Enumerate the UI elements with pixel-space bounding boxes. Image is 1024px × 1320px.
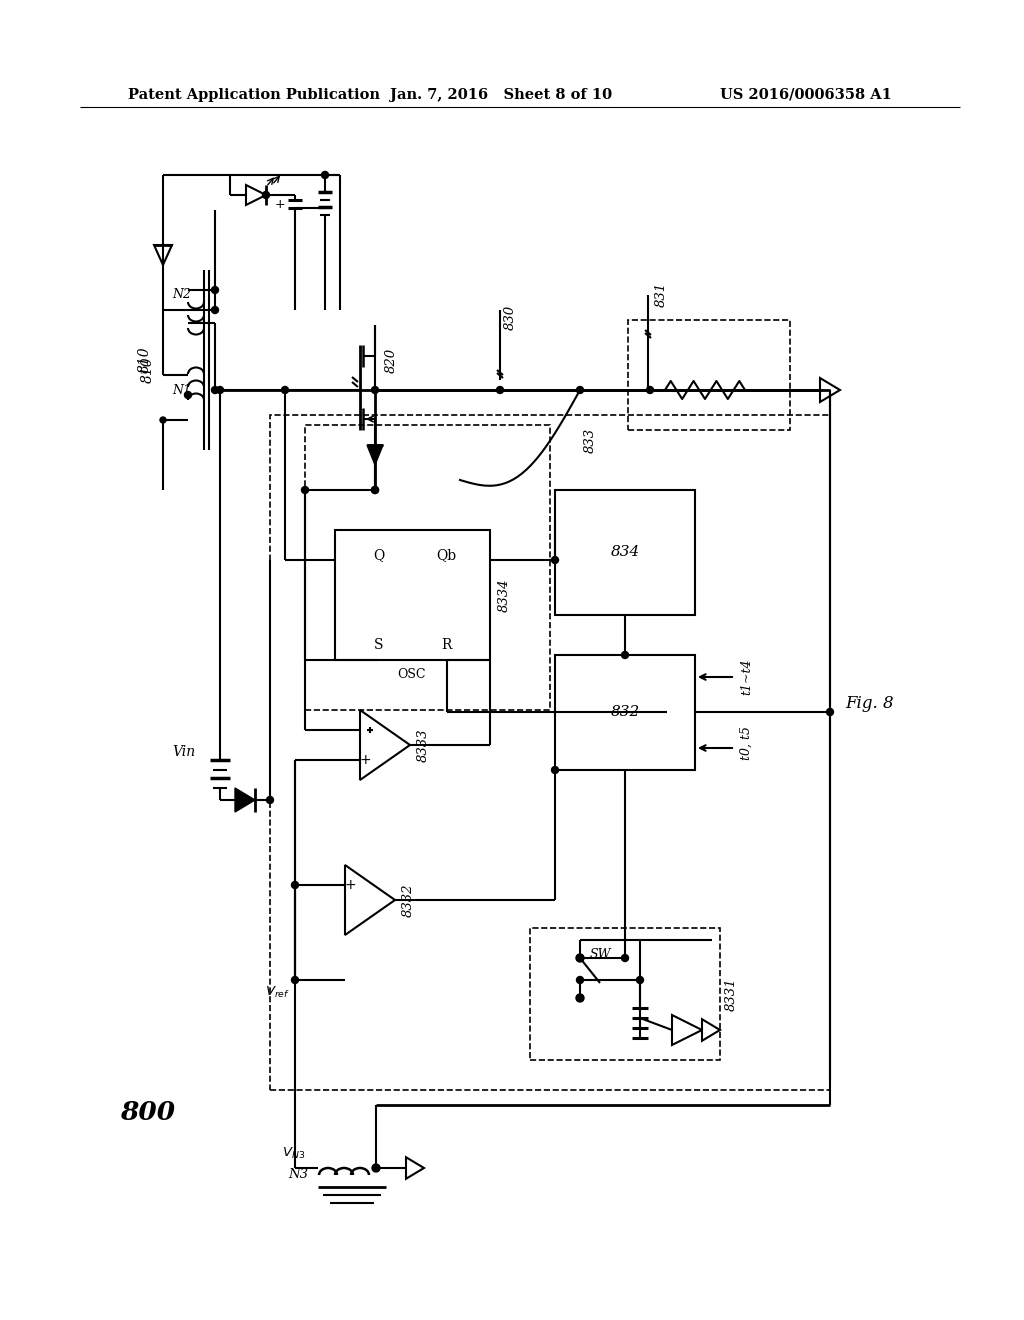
Circle shape xyxy=(826,709,834,715)
Text: SW: SW xyxy=(590,948,611,961)
Text: 833: 833 xyxy=(584,428,597,453)
Circle shape xyxy=(292,882,299,888)
Text: Q: Q xyxy=(373,548,384,562)
Text: +: + xyxy=(359,752,371,767)
Circle shape xyxy=(292,977,299,983)
Text: 834: 834 xyxy=(610,545,640,558)
Text: 832: 832 xyxy=(610,705,640,719)
Circle shape xyxy=(646,387,653,393)
Circle shape xyxy=(160,417,166,422)
Circle shape xyxy=(212,286,218,293)
Circle shape xyxy=(577,387,584,393)
Text: 810: 810 xyxy=(141,356,155,383)
Circle shape xyxy=(552,767,558,774)
Text: 810: 810 xyxy=(138,347,152,374)
Text: Patent Application Publication: Patent Application Publication xyxy=(128,88,380,102)
Text: t0, t5: t0, t5 xyxy=(740,726,753,760)
Text: 8331: 8331 xyxy=(725,977,738,1011)
Circle shape xyxy=(282,387,289,393)
Bar xyxy=(628,319,790,430)
Text: S: S xyxy=(374,638,383,652)
Text: 820: 820 xyxy=(385,347,398,372)
Text: N1: N1 xyxy=(172,384,191,396)
Text: 8334: 8334 xyxy=(498,578,511,611)
Text: 8333: 8333 xyxy=(417,729,430,762)
Text: N3: N3 xyxy=(288,1168,308,1181)
Bar xyxy=(555,490,695,615)
Circle shape xyxy=(637,977,643,983)
Text: Vin: Vin xyxy=(172,744,195,759)
Circle shape xyxy=(212,387,218,393)
Polygon shape xyxy=(234,788,255,812)
Circle shape xyxy=(262,191,269,198)
Circle shape xyxy=(266,796,273,804)
Text: 831: 831 xyxy=(655,282,668,308)
Circle shape xyxy=(322,172,329,178)
Bar xyxy=(555,655,695,770)
Text: +: + xyxy=(274,198,286,210)
Text: 8332: 8332 xyxy=(402,883,415,917)
Circle shape xyxy=(575,954,584,962)
Circle shape xyxy=(575,994,584,1002)
Circle shape xyxy=(372,487,379,494)
Text: US 2016/0006358 A1: US 2016/0006358 A1 xyxy=(720,88,892,102)
Circle shape xyxy=(497,387,504,393)
Bar xyxy=(530,928,720,1060)
Circle shape xyxy=(372,387,379,393)
Text: $V_{ref}$: $V_{ref}$ xyxy=(265,985,290,1001)
Text: Fig. 8: Fig. 8 xyxy=(845,696,894,711)
Circle shape xyxy=(216,387,223,393)
Text: +: + xyxy=(344,878,355,892)
Circle shape xyxy=(372,1164,380,1172)
Text: t1~t4: t1~t4 xyxy=(740,659,753,696)
Text: N2: N2 xyxy=(172,289,191,301)
Text: 830: 830 xyxy=(504,305,517,330)
Polygon shape xyxy=(367,445,383,465)
Bar xyxy=(305,425,550,710)
Circle shape xyxy=(577,977,584,983)
Circle shape xyxy=(212,306,218,314)
Circle shape xyxy=(372,487,379,494)
Bar xyxy=(335,531,490,660)
Text: 800: 800 xyxy=(120,1100,175,1125)
Circle shape xyxy=(622,652,629,659)
Circle shape xyxy=(552,557,558,564)
Bar xyxy=(270,414,830,1090)
Circle shape xyxy=(622,954,629,961)
Text: Jan. 7, 2016   Sheet 8 of 10: Jan. 7, 2016 Sheet 8 of 10 xyxy=(390,88,612,102)
Text: R: R xyxy=(441,638,452,652)
Text: OSC: OSC xyxy=(397,668,426,681)
Text: Qb: Qb xyxy=(436,548,457,562)
Circle shape xyxy=(184,392,191,399)
Circle shape xyxy=(301,487,308,494)
Text: $V_{N3}$: $V_{N3}$ xyxy=(282,1146,305,1160)
